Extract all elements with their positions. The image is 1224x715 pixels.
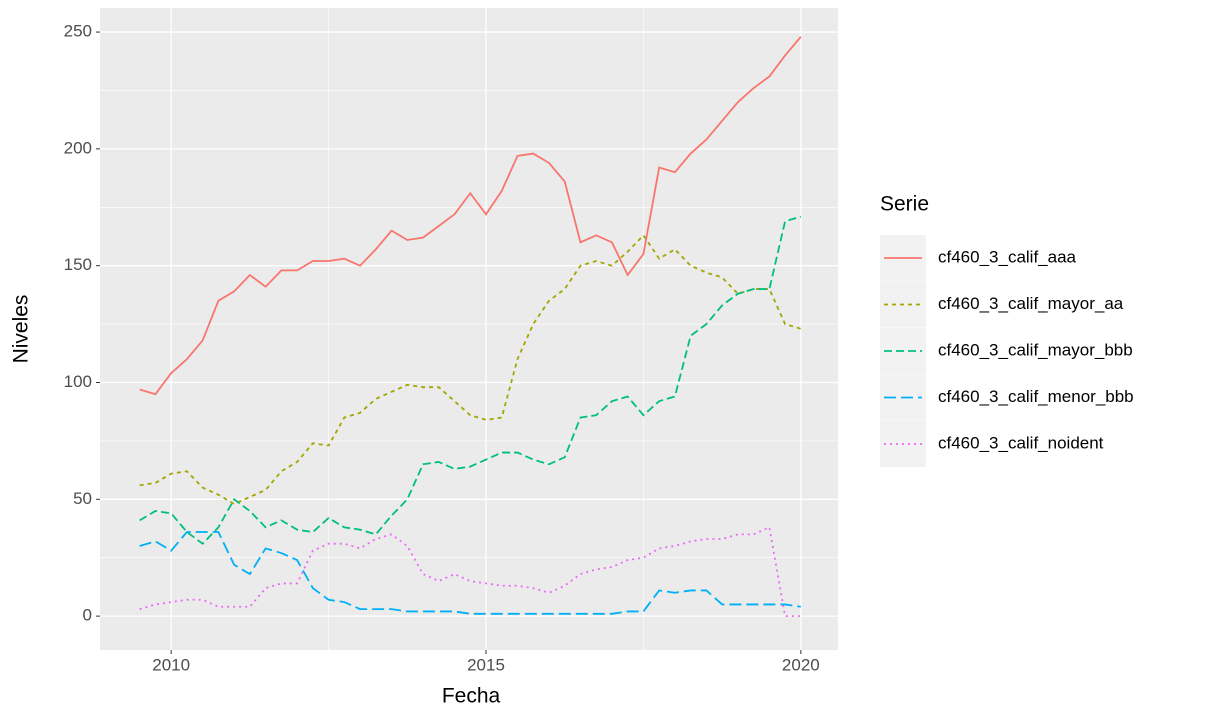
legend-label: cf460_3_calif_menor_bbb: [938, 387, 1134, 406]
series-line: [139, 531, 801, 615]
x-tick-label: 2015: [467, 655, 505, 674]
y-tick-label: 150: [64, 255, 92, 274]
legend-label: cf460_3_calif_mayor_aa: [938, 294, 1124, 313]
series-line: [139, 36, 802, 396]
y-tick-label: 200: [64, 138, 92, 157]
x-tick-label: 2020: [782, 655, 820, 674]
legend-title: Serie: [880, 193, 929, 216]
y-axis-label: Niveles: [10, 295, 33, 364]
series-line: [139, 215, 802, 545]
plot-panel: [100, 8, 838, 650]
y-tick-label: 100: [64, 372, 92, 391]
y-tick-label: 250: [64, 22, 92, 41]
x-tick-label: 2010: [152, 655, 190, 674]
y-tick-label: 0: [83, 606, 92, 625]
legend-label: cf460_3_calif_noident: [938, 433, 1104, 452]
y-tick-label: 50: [73, 489, 92, 508]
x-axis-label: Fecha: [442, 685, 501, 708]
series-line: [139, 233, 802, 505]
legend-label: cf460_3_calif_mayor_bbb: [938, 340, 1133, 359]
legend-label: cf460_3_calif_aaa: [938, 247, 1077, 266]
